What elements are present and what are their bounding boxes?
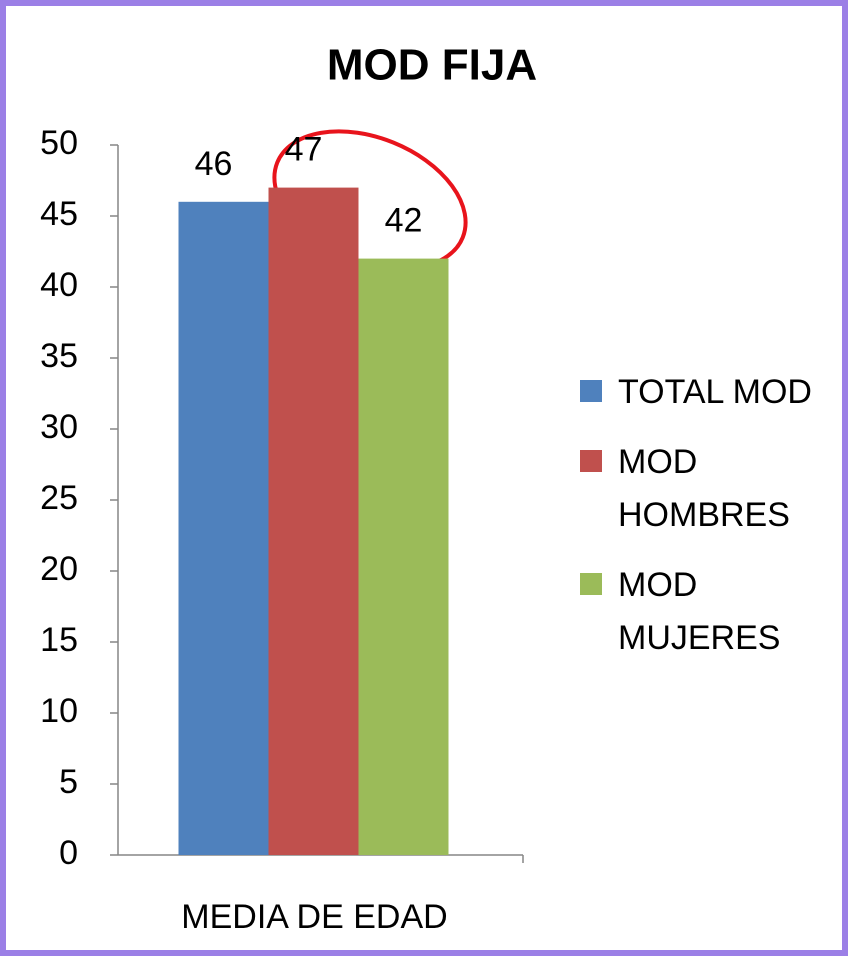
y-tick-label: 45	[40, 195, 78, 233]
y-tick-label: 40	[40, 266, 78, 304]
legend-label: TOTAL MOD	[618, 373, 812, 411]
y-tick-label: 5	[59, 763, 78, 801]
chart: MOD FIJA 0 5 10 15 20 25 30 35 40 45 50 MEDIA DE ED…	[40, 41, 537, 936]
y-tick-label: 20	[40, 550, 78, 588]
x-tick-label: MEDIA DE EDAD	[181, 898, 447, 936]
y-tick-label: 0	[59, 834, 78, 872]
legend-swatch	[580, 450, 602, 472]
data-label: 46	[195, 145, 233, 183]
bar	[178, 201, 269, 856]
legend-entry: MOD HOMBRES	[580, 436, 842, 542]
y-tick-label: 30	[40, 408, 78, 446]
y-tick-label: 35	[40, 337, 78, 375]
legend-label: MOD MUJERES	[618, 566, 781, 657]
legend: TOTAL MOD MOD HOMBRES MOD MUJERES	[580, 366, 842, 682]
legend-label: MOD HOMBRES	[618, 443, 790, 534]
data-label: 47	[285, 131, 323, 169]
legend-swatch	[580, 380, 602, 402]
legend-entry: TOTAL MOD	[580, 366, 842, 419]
data-label: 42	[385, 202, 423, 240]
y-tick-label: 50	[40, 124, 78, 162]
y-tick-label: 25	[40, 479, 78, 517]
bar	[268, 187, 359, 856]
y-tick-label: 15	[40, 621, 78, 659]
legend-entry: MOD MUJERES	[580, 559, 842, 665]
legend-swatch	[580, 573, 602, 595]
chart-title: MOD FIJA	[327, 41, 537, 90]
y-tick-label: 10	[40, 692, 78, 730]
bar	[358, 258, 449, 856]
